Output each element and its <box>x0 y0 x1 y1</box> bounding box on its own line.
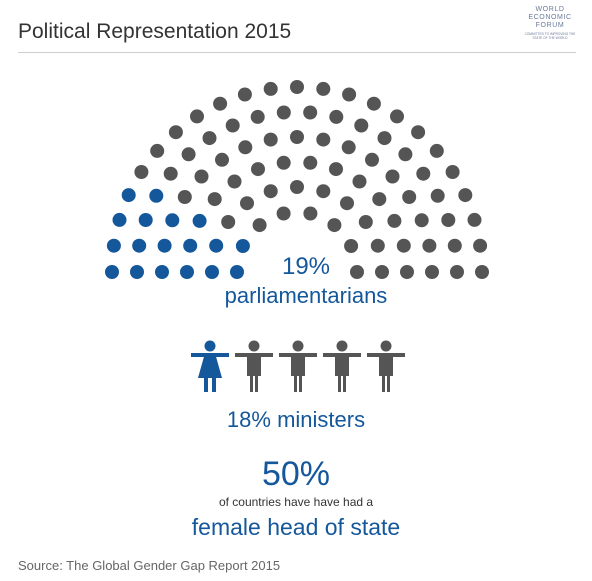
seat-male <box>290 80 304 94</box>
seat-female <box>193 214 207 228</box>
seat-female <box>113 213 127 227</box>
seat-female <box>132 239 146 253</box>
head-of-state-label: female head of state <box>0 514 592 541</box>
seat-male <box>238 88 252 102</box>
seat-male <box>342 140 356 154</box>
seat-male <box>213 97 227 111</box>
female-minister-icon <box>191 341 229 393</box>
seat-male <box>277 106 291 120</box>
seat-male <box>303 207 317 221</box>
seat-male <box>473 239 487 253</box>
seat-male <box>226 119 240 133</box>
seat-male <box>446 165 460 179</box>
seat-female <box>183 239 197 253</box>
seat-male <box>277 156 291 170</box>
parliament-label: parliamentarians <box>10 283 592 309</box>
seat-female <box>139 213 153 227</box>
seat-male <box>441 213 455 227</box>
head-of-state-percent: 50% <box>0 455 592 494</box>
seat-female <box>209 239 223 253</box>
seat-male <box>367 97 381 111</box>
seat-female <box>149 189 163 203</box>
seat-male <box>251 162 265 176</box>
seat-male <box>344 239 358 253</box>
seat-female <box>165 213 179 227</box>
seat-male <box>371 239 385 253</box>
ministers-pictogram <box>190 340 410 400</box>
seat-male <box>340 196 354 210</box>
male-minister-icon <box>323 341 361 393</box>
seat-male <box>386 170 400 184</box>
seat-male <box>238 140 252 154</box>
seat-male <box>359 215 373 229</box>
seat-male <box>208 192 222 206</box>
seat-male <box>448 239 462 253</box>
seat-male <box>390 109 404 123</box>
seat-male <box>458 188 472 202</box>
seat-male <box>353 175 367 189</box>
seat-male <box>203 131 217 145</box>
seat-male <box>228 175 242 189</box>
seat-male <box>264 82 278 96</box>
seat-male <box>290 180 304 194</box>
seat-male <box>316 133 330 147</box>
seat-male <box>215 153 229 167</box>
seat-male <box>372 192 386 206</box>
seat-male <box>468 213 482 227</box>
male-minister-icon <box>279 341 317 393</box>
seat-male <box>397 239 411 253</box>
seat-male <box>316 184 330 198</box>
seat-male <box>431 189 445 203</box>
head-of-state-caption: of countries have have had a <box>0 495 592 509</box>
seat-male <box>365 153 379 167</box>
seat-male <box>290 130 304 144</box>
seat-male <box>182 147 196 161</box>
seat-male <box>195 170 209 184</box>
seat-female <box>107 239 121 253</box>
seat-male <box>422 239 436 253</box>
male-minister-icon <box>367 341 405 393</box>
seat-male <box>150 144 164 158</box>
seat-male <box>251 110 265 124</box>
seat-male <box>264 133 278 147</box>
seat-male <box>378 131 392 145</box>
seat-male <box>303 106 317 120</box>
seat-male <box>342 88 356 102</box>
seat-male <box>415 213 429 227</box>
seat-male <box>354 119 368 133</box>
seat-female <box>236 239 250 253</box>
seat-male <box>164 167 178 181</box>
seat-male <box>303 156 317 170</box>
source-note: Source: The Global Gender Gap Report 201… <box>18 558 280 573</box>
seat-male <box>178 190 192 204</box>
seat-male <box>316 82 330 96</box>
seat-male <box>329 162 343 176</box>
parliament-percent: 19% <box>10 253 592 281</box>
seat-male <box>240 196 254 210</box>
seat-female <box>122 188 136 202</box>
seat-male <box>411 125 425 139</box>
seat-female <box>158 239 172 253</box>
seat-male <box>169 125 183 139</box>
seat-male <box>402 190 416 204</box>
seat-male <box>387 214 401 228</box>
ministers-label: 18% ministers <box>0 407 592 433</box>
seat-male <box>134 165 148 179</box>
seat-male <box>277 207 291 221</box>
seat-male <box>398 147 412 161</box>
seat-male <box>416 167 430 181</box>
seat-male <box>430 144 444 158</box>
male-minister-icon <box>235 341 273 393</box>
seat-male <box>329 110 343 124</box>
seat-male <box>253 218 267 232</box>
seat-male <box>264 184 278 198</box>
seat-male <box>221 215 235 229</box>
seat-male <box>190 109 204 123</box>
seat-male <box>327 218 341 232</box>
